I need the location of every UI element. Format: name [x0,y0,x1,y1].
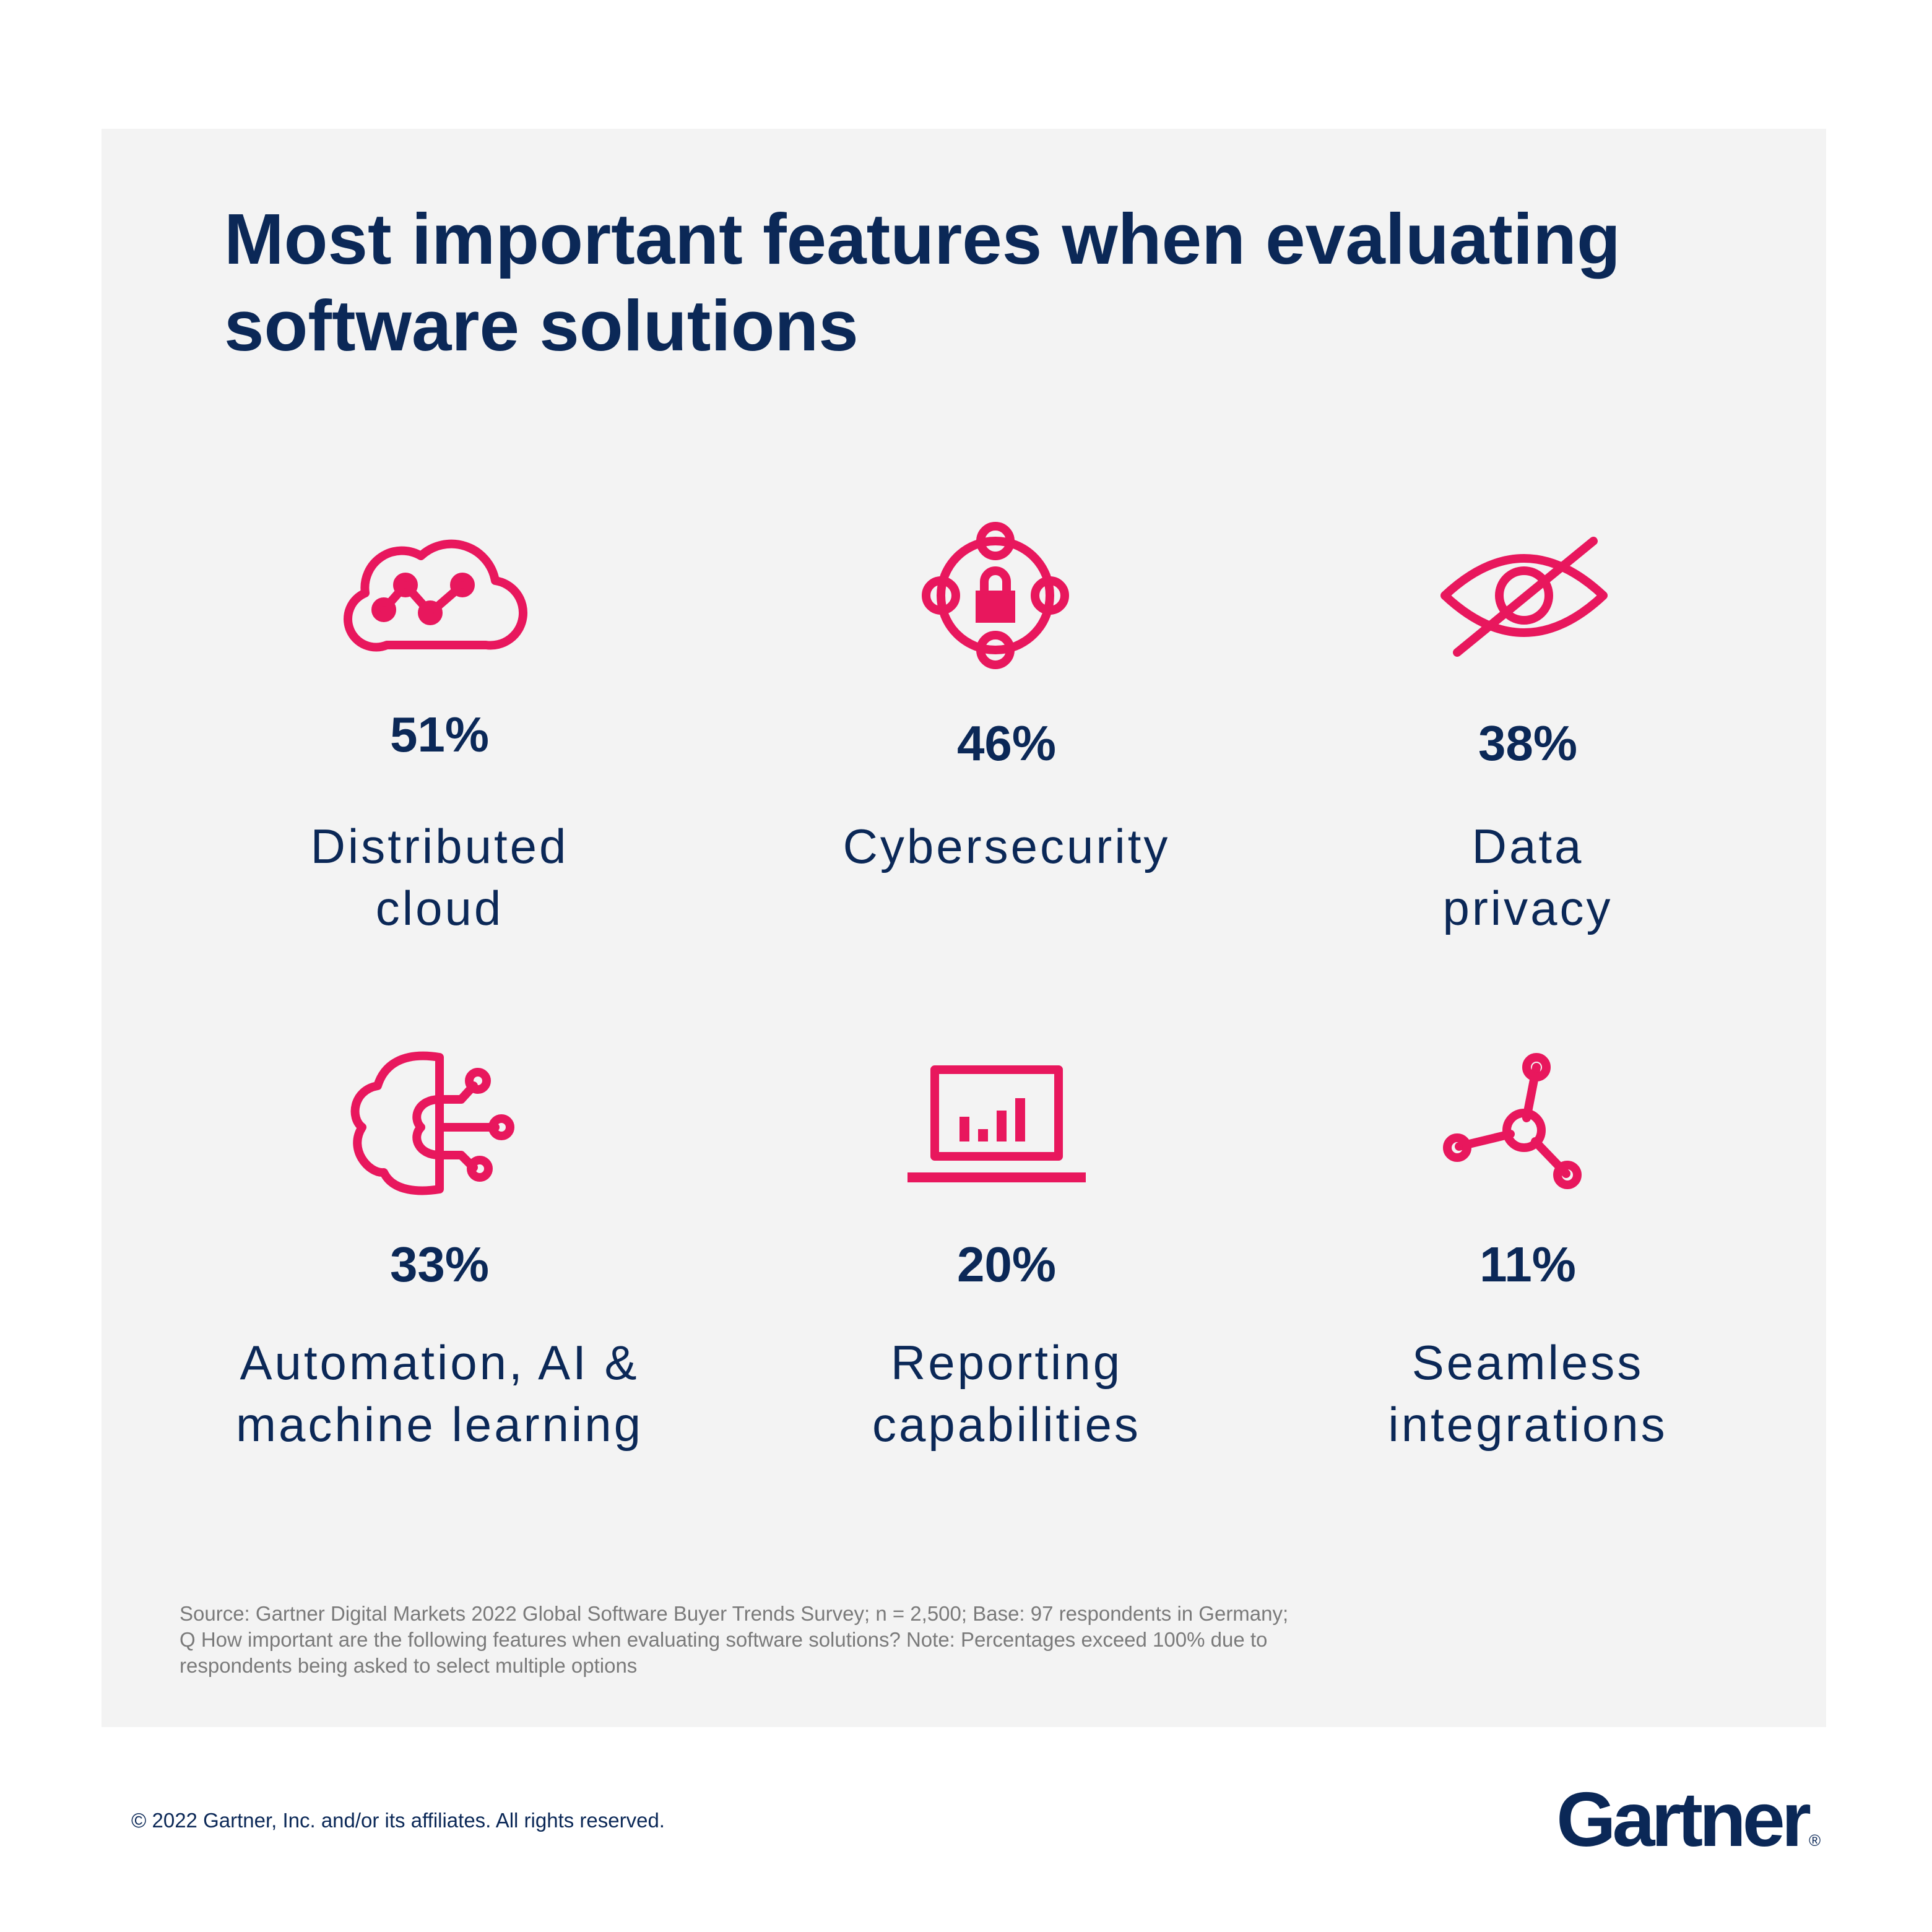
stat-value: 38% [1478,716,1577,771]
stat-value: 11% [1479,1237,1576,1292]
logo: Gartner [1556,1777,1811,1863]
privacy-icon [1440,537,1608,657]
security-icon [922,522,1069,669]
stat-label: machine learning [236,1397,643,1452]
stat-value: 46% [957,716,1056,771]
integrations-icon [1443,1053,1582,1189]
stat-label: Data [1472,819,1584,873]
stat-label: Automation, AI & [240,1335,639,1390]
stat-label: Distributed [311,819,569,873]
stat-label: Seamless [1412,1335,1644,1390]
reporting-icon [908,1065,1086,1182]
cloud-icon [344,539,528,652]
source-note: respondents being asked to select multip… [180,1654,637,1677]
stat-label: Cybersecurity [843,819,1171,873]
stat-label: integrations [1388,1397,1667,1452]
stat-label: privacy [1442,881,1613,935]
stat-label: Reporting [891,1335,1122,1390]
stat-label: cloud [376,881,503,935]
logo-mark: ® [1809,1831,1821,1850]
source-note: Source: Gartner Digital Markets 2022 Glo… [180,1602,1288,1625]
items: 51% Distributed cloud 46% Cybersecurity 38% Da… [236,707,1667,1452]
stat-value: 20% [957,1237,1056,1292]
title-line: Most important features when evaluating [224,199,1621,279]
stat-value: 33% [390,1237,489,1292]
ai-icon [350,1051,514,1195]
source-note: Q How important are the following featur… [180,1628,1267,1651]
stat-label: capabilities [872,1397,1141,1452]
stat-value: 51% [390,707,489,762]
panel [102,129,1826,1727]
copyright: © 2022 Gartner, Inc. and/or its affiliat… [131,1809,665,1832]
title-line: software solutions [224,285,859,366]
